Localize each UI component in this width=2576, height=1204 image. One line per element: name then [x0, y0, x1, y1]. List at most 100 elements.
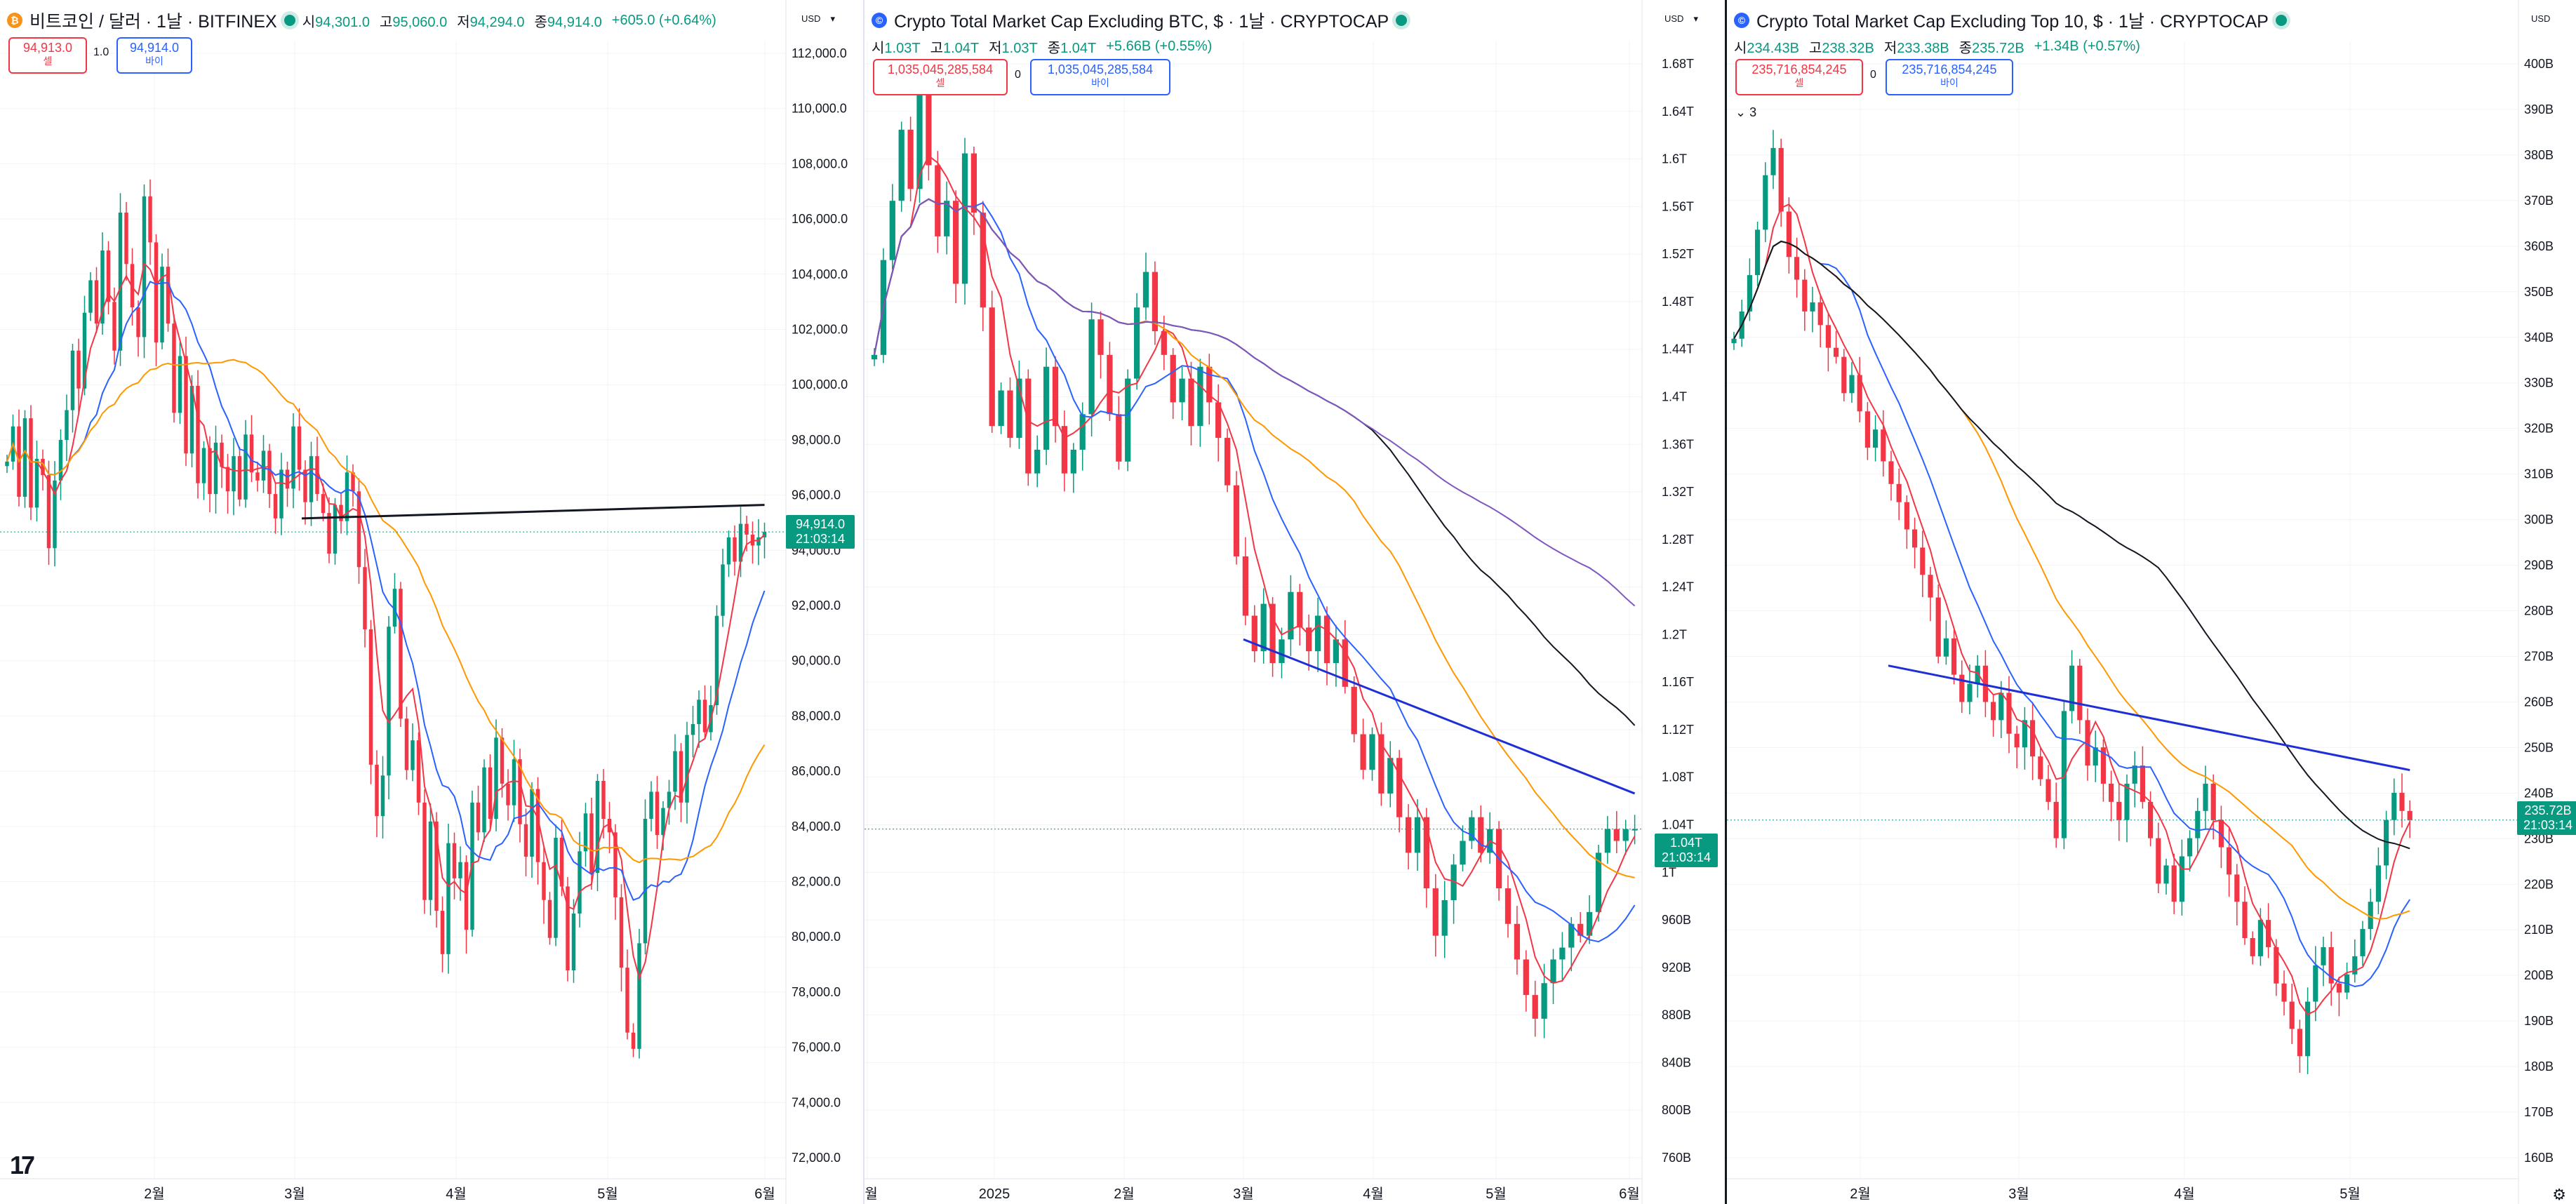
sell-button[interactable]: 235,716,854,245 셀	[1735, 59, 1863, 95]
candle-body	[106, 250, 111, 302]
candle-body	[1070, 449, 1076, 474]
candlestick-chart[interactable]: 112,000.0 110,000.0 108,000.0 106,000.0 104,…	[0, 0, 863, 1204]
candle-body	[1834, 347, 1839, 357]
candle-body	[1998, 693, 2004, 721]
candle-body	[1967, 683, 1973, 702]
symbol-header[interactable]: ₿ 비트코인 / 달러 · 1날 · BITFINEX 시94,301.0 고9…	[7, 7, 716, 34]
candle-body	[1378, 734, 1384, 794]
last-price-tag: 235.72B 21:03:14	[2517, 801, 2576, 835]
candle-body	[2384, 820, 2389, 866]
candle-body	[196, 385, 200, 483]
candle-body	[1297, 591, 1303, 628]
candle-body	[1323, 615, 1330, 664]
candle-body	[1912, 529, 1918, 548]
symbol-title[interactable]: 비트코인 / 달러 · 1날 · BITFINEX	[29, 12, 277, 32]
candlestick-chart[interactable]: 400B 390B 380B 370B 360B 350B 340B 330B 320B 310B…	[1727, 0, 2576, 1204]
candle-body	[1613, 829, 1620, 841]
candle-body	[58, 440, 63, 481]
chart-pane-btcusd[interactable]: 112,000.0 110,000.0 108,000.0 106,000.0 104,…	[0, 0, 863, 1204]
candle-body	[697, 700, 701, 724]
candle-body	[2148, 801, 2154, 838]
candle-body	[1360, 734, 1366, 770]
symbol-header[interactable]: © Crypto Total Market Cap Excluding Top …	[1734, 7, 2287, 34]
candle-body	[571, 914, 576, 970]
candle-body	[1763, 175, 1768, 230]
buy-button[interactable]: 235,716,854,245 바이	[1886, 59, 2013, 95]
settings-gear-icon[interactable]: ⚙	[2552, 1186, 2566, 1203]
candle-body	[1523, 959, 1529, 996]
candle-body	[1260, 603, 1267, 652]
pane-divider[interactable]	[863, 0, 865, 1204]
currency-select[interactable]: USD	[2531, 13, 2551, 24]
tradingview-logo[interactable]: 17	[10, 1151, 35, 1179]
y-tick-label: 400B	[2524, 57, 2554, 71]
symbol-title[interactable]: Crypto Total Market Cap Excluding BTC, $…	[894, 12, 1389, 32]
candle-body	[559, 838, 564, 887]
candle-body	[530, 789, 534, 857]
candle-body	[2116, 801, 2122, 820]
y-tick-label: 110,000.0	[792, 102, 847, 116]
buy-button[interactable]: 94,914.0 바이	[116, 37, 192, 74]
candle-body	[201, 448, 206, 483]
market-open-status-icon	[1396, 15, 1408, 26]
candle-body	[1478, 817, 1484, 853]
symbol-title[interactable]: Crypto Total Market Cap Excluding Top 10…	[1756, 12, 2269, 32]
candle-body	[1568, 923, 1575, 948]
candle-body	[1170, 354, 1176, 403]
candle-body	[673, 751, 677, 792]
candle-body	[434, 821, 439, 911]
candle-body	[1088, 319, 1095, 415]
candle-body	[1904, 502, 1909, 530]
sell-button[interactable]: 1,035,045,285,584 셀	[873, 59, 1008, 95]
candle-body	[178, 356, 182, 413]
last-price-tag: 1.04T 21:03:14	[1655, 834, 1718, 867]
candle-body	[1188, 378, 1194, 427]
candle-body	[578, 851, 582, 914]
candle-body	[189, 385, 194, 454]
change-value: +5.66B (+0.55%)	[1106, 39, 1213, 54]
candle-body	[2100, 747, 2106, 784]
candle-body	[1975, 665, 1980, 684]
ma-line-long	[874, 198, 1635, 878]
candle-body	[2274, 947, 2279, 984]
candle-body	[1959, 674, 1965, 702]
candle-body	[2156, 838, 2161, 884]
buy-button[interactable]: 1,035,045,285,584 바이	[1030, 59, 1170, 95]
candle-body	[2407, 810, 2413, 820]
candle-body	[726, 537, 731, 565]
candle-body	[998, 390, 1004, 427]
candle-body	[1441, 899, 1448, 936]
symbol-header[interactable]: © Crypto Total Market Cap Excluding BTC,…	[872, 7, 1408, 34]
candle-body	[685, 735, 689, 803]
candle-body	[488, 767, 493, 819]
chart-pane-total-ex-top10[interactable]: 400B 390B 380B 370B 360B 350B 340B 330B 320B 310B…	[1727, 0, 2576, 1204]
candlestick-chart[interactable]: 1.68T 1.64T 1.6T 1.56T 1.52T 1.48T 1.44T 1.4T 1.…	[865, 0, 1725, 1204]
candle-body	[583, 813, 588, 852]
candle-body	[1802, 279, 1808, 312]
candle-body	[1016, 378, 1022, 439]
candle-body	[2336, 983, 2342, 993]
chart-pane-total-ex-btc[interactable]: 1.68T 1.64T 1.6T 1.56T 1.52T 1.48T 1.44T 1.4T 1.…	[865, 0, 1725, 1204]
y-tick-label: 340B	[2524, 330, 2554, 345]
candle-body	[1550, 959, 1556, 984]
candle-body	[1577, 923, 1584, 936]
ma-line-long	[1733, 240, 2410, 920]
x-tick-label: 4월	[1363, 1186, 1384, 1202]
candle-body	[1215, 402, 1222, 439]
candle-body	[970, 153, 977, 213]
candle-body	[702, 700, 707, 733]
candle-body	[1197, 366, 1203, 427]
candle-body	[2163, 865, 2169, 884]
y-tick-label: 240B	[2524, 786, 2554, 800]
candle-body	[2281, 983, 2287, 1002]
indicators-collapse-toggle[interactable]: ⌄ 3	[1735, 105, 1757, 119]
candle-body	[619, 897, 624, 968]
candle-body	[1306, 627, 1312, 652]
y-tick-label: 220B	[2524, 877, 2554, 891]
currency-select[interactable]: USD ▾	[801, 13, 835, 24]
pane-divider[interactable]	[1725, 0, 1727, 1204]
currency-select[interactable]: USD ▾	[1664, 13, 1698, 24]
candle-body	[1152, 272, 1159, 332]
sell-button[interactable]: 94,913.0 셀	[8, 37, 87, 74]
candle-body	[2391, 792, 2397, 820]
